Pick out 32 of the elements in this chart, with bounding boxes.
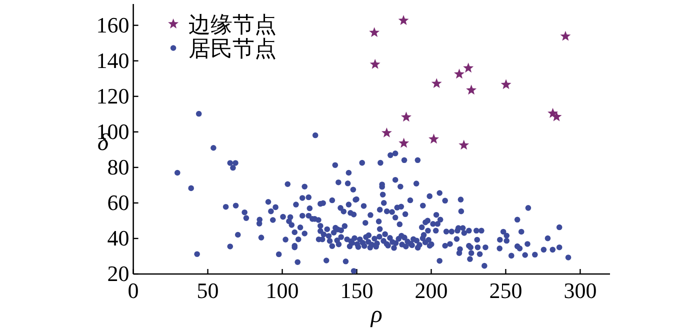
y-tick-label: 120 bbox=[96, 83, 130, 108]
x-tick-label: 200 bbox=[414, 278, 448, 303]
point bbox=[370, 58, 380, 69]
point bbox=[431, 78, 442, 88]
point bbox=[500, 79, 512, 90]
x-tick-label: 0 bbox=[128, 278, 139, 303]
x-tick-label: 100 bbox=[266, 278, 299, 303]
legend-label: 边缘节点 bbox=[188, 12, 276, 37]
legend-label: 居民节点 bbox=[188, 36, 276, 61]
point bbox=[400, 112, 412, 122]
point bbox=[458, 140, 470, 150]
x-axis-title: ρ bbox=[370, 302, 382, 328]
point bbox=[428, 134, 439, 144]
point bbox=[466, 84, 477, 95]
point bbox=[398, 15, 409, 25]
y-tick-label: 80 bbox=[107, 154, 130, 180]
point bbox=[551, 111, 562, 122]
point bbox=[398, 138, 410, 148]
x-tick-label: 50 bbox=[196, 278, 219, 303]
point bbox=[463, 62, 474, 73]
y-tick-label: 160 bbox=[96, 12, 130, 38]
x-tick-label: 150 bbox=[340, 278, 374, 303]
y-tick-label: 60 bbox=[107, 190, 130, 215]
x-tick-label: 250 bbox=[489, 278, 522, 303]
point bbox=[560, 30, 571, 41]
point bbox=[454, 68, 464, 79]
point bbox=[369, 27, 380, 38]
x-tick-label: 300 bbox=[564, 278, 597, 303]
y-tick-label: 40 bbox=[107, 225, 130, 250]
point bbox=[381, 127, 392, 138]
y-tick-label: 140 bbox=[96, 48, 130, 73]
y-tick-label: 20 bbox=[107, 261, 130, 286]
